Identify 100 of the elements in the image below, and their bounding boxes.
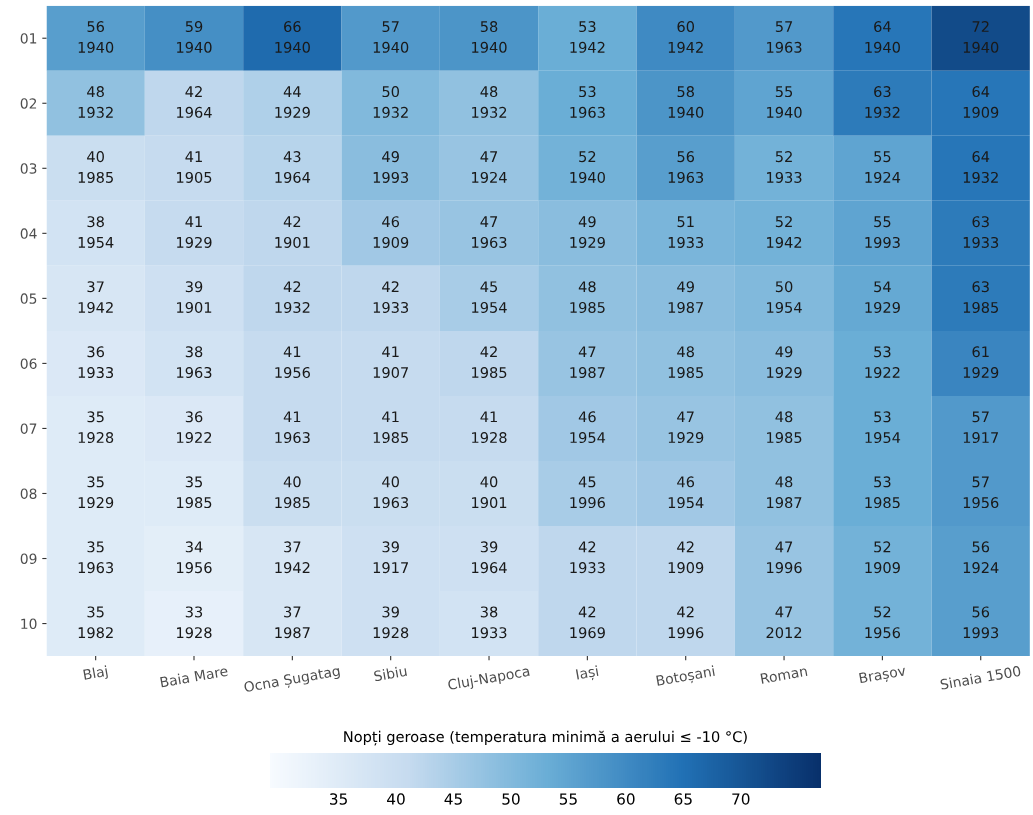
x-tick-label: Botoșani — [656, 665, 716, 690]
data-label: 42 1901 — [275, 216, 310, 248]
data-label: 48 1985 — [570, 281, 605, 313]
data-label: 53 1954 — [865, 411, 901, 444]
data-label: 38 1933 — [472, 606, 507, 639]
data-label: 54 1929 — [865, 281, 900, 313]
data-label: 37 1987 — [275, 606, 310, 639]
x-tick-label: Roman — [760, 665, 808, 684]
data-label: 40 1901 — [472, 476, 507, 509]
data-label: 37 1942 — [78, 281, 113, 313]
data-label: 56 1963 — [668, 151, 704, 183]
data-label: 56 1940 — [78, 21, 114, 53]
data-label: 58 1940 — [668, 86, 704, 118]
data-label: 52 1909 — [865, 541, 900, 574]
data-label: 35 1929 — [78, 476, 114, 509]
data-label: 52 1942 — [767, 216, 802, 248]
x-tick-label: Blaj — [83, 665, 109, 683]
data-label: 52 1956 — [865, 606, 901, 639]
color-bar-label: 35 — [330, 793, 347, 805]
data-label: 38 1954 — [78, 216, 114, 248]
data-label: 36 1922 — [177, 411, 212, 444]
data-label: 35 1982 — [78, 606, 113, 639]
data-label: 53 1985 — [865, 476, 900, 509]
data-label: 63 1985 — [963, 281, 999, 313]
color-bar-label: 45 — [444, 793, 462, 805]
data-label: 40 1963 — [373, 476, 409, 509]
x-tick-label: Sibiu — [373, 665, 407, 682]
data-label: 59 1940 — [177, 21, 212, 53]
x-tick-label: Cluj-Napoca — [447, 665, 531, 693]
data-label: 49 1929 — [767, 346, 802, 379]
color-bar-label: 40 — [387, 793, 405, 805]
data-label: 64 1940 — [865, 21, 900, 53]
y-tick-label: 02 — [20, 98, 37, 109]
data-label: 72 1940 — [963, 21, 999, 53]
data-label: 48 1987 — [767, 476, 802, 509]
data-label: 49 1929 — [570, 216, 605, 248]
data-label: 41 1905 — [177, 151, 212, 183]
data-label: 47 1924 — [472, 151, 507, 183]
data-label: 64 1909 — [963, 86, 999, 118]
data-label: 49 1987 — [668, 281, 704, 313]
data-label: 41 1907 — [373, 346, 408, 379]
y-tick-label: 06 — [20, 358, 37, 369]
data-label: 55 1924 — [865, 151, 901, 183]
data-label: 46 1954 — [570, 411, 606, 444]
y-tick-label: 08 — [20, 488, 37, 499]
data-label: 55 1993 — [865, 216, 900, 248]
data-label: 41 1956 — [275, 346, 310, 379]
data-label: 66 1940 — [275, 21, 310, 53]
data-label: 42 1933 — [373, 281, 409, 313]
data-label: 57 1917 — [963, 411, 999, 444]
data-label: 34 1956 — [177, 541, 212, 574]
data-label: 39 1917 — [373, 541, 408, 574]
y-tick-label: 07 — [20, 423, 37, 434]
data-label: 40 1985 — [275, 476, 310, 509]
data-label: 35 1928 — [78, 411, 114, 444]
data-label: 57 1963 — [767, 21, 802, 53]
data-label: 47 1987 — [570, 346, 605, 379]
color-bar-label: 55 — [559, 793, 577, 805]
data-label: 42 1985 — [472, 346, 507, 379]
data-label: 64 1932 — [963, 151, 998, 183]
y-tick-label: 04 — [20, 228, 37, 239]
data-label: 53 1922 — [865, 346, 900, 379]
data-label: 47 1929 — [668, 411, 704, 444]
data-label: 42 1933 — [570, 541, 605, 574]
data-label: 53 1963 — [570, 86, 605, 118]
x-tick-label: Baia Mare — [160, 665, 229, 688]
x-tick-label: Ocna Șugatag — [243, 665, 341, 696]
data-label: 40 1985 — [78, 151, 113, 183]
y-tick-label: 01 — [20, 33, 37, 44]
data-label: 61 1929 — [963, 346, 999, 379]
data-label: 41 1963 — [275, 411, 310, 444]
data-label: 33 1928 — [177, 606, 212, 639]
data-label: 39 1964 — [472, 541, 507, 574]
y-tick-label: 05 — [20, 293, 37, 304]
data-label: 49 1993 — [373, 151, 409, 183]
data-label: 41 1985 — [373, 411, 408, 444]
data-label: 48 1932 — [472, 86, 507, 118]
data-label: 55 1940 — [767, 86, 802, 118]
data-label: 46 1909 — [373, 216, 409, 248]
data-label: 56 1924 — [963, 541, 999, 574]
data-label: 36 1933 — [78, 346, 114, 379]
data-label: 48 1932 — [78, 86, 113, 118]
data-label: 47 1963 — [472, 216, 507, 248]
data-label: 42 1964 — [177, 86, 212, 118]
data-label: 39 1901 — [177, 281, 212, 313]
data-label: 57 1940 — [373, 21, 409, 53]
data-label: 42 1909 — [668, 541, 704, 574]
data-label: 52 1933 — [767, 151, 802, 183]
data-label: 35 1963 — [78, 541, 114, 574]
data-label: 42 1996 — [668, 606, 704, 639]
data-label: 41 1929 — [177, 216, 212, 248]
data-label: 38 1963 — [177, 346, 212, 379]
data-label: 63 1933 — [963, 216, 999, 248]
data-label: 51 1933 — [668, 216, 704, 248]
data-label: 39 1928 — [373, 606, 409, 639]
data-label: 42 1932 — [275, 281, 310, 313]
color-bar-label: 65 — [674, 793, 692, 805]
data-label: 45 1954 — [472, 281, 507, 313]
data-label: 37 1942 — [275, 541, 310, 574]
data-label: 45 1996 — [570, 476, 605, 509]
